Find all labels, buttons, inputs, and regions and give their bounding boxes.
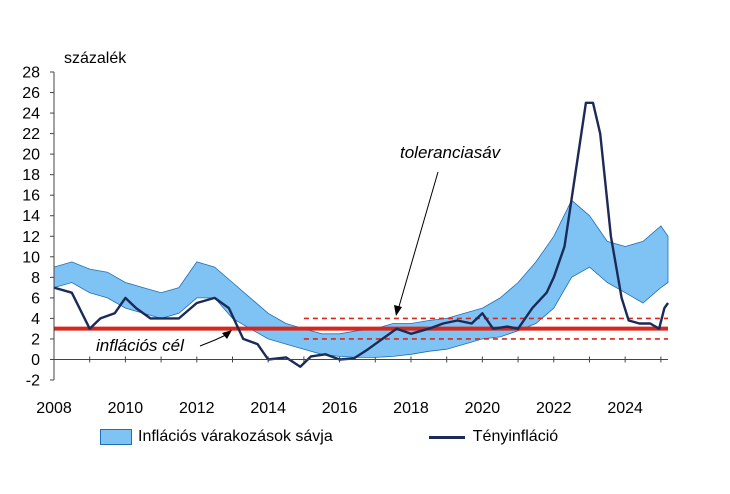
expectations-band (53, 199, 669, 358)
x-tick-label: 2010 (108, 400, 144, 417)
legend-item-band: Inflációs várakozások sávja (100, 428, 333, 446)
tolerance-label-arrow (397, 171, 439, 311)
y-axis-unit-label: százalék (64, 50, 127, 67)
y-tick-label: 28 (22, 65, 40, 82)
target-arrow-head (222, 330, 232, 339)
y-tick-label: 18 (22, 167, 40, 184)
x-tick-label: 2020 (465, 400, 501, 417)
y-tick-label: 2 (31, 331, 40, 348)
y-tick-label: 16 (22, 188, 40, 205)
y-tick-label: 10 (22, 249, 40, 266)
y-tick-label: 8 (31, 270, 40, 287)
y-tick-label: 12 (22, 229, 40, 246)
inflation-target-label: inflációs cél (96, 336, 185, 355)
x-tick-label: 2022 (536, 400, 572, 417)
legend-item-actual: Tényinfláció (428, 428, 559, 446)
y-tick-label: -2 (26, 373, 40, 390)
x-tick-label: 2012 (179, 400, 215, 417)
x-tick-label: 2008 (36, 400, 72, 417)
x-axis: 2008 2010 2012 2014 2016 2018 2020 2022 2024 (36, 356, 662, 417)
target-label-arrow (199, 333, 229, 347)
x-tick-label: 2016 (322, 400, 358, 417)
x-tick-label: 2014 (250, 400, 286, 417)
y-tick-label: 22 (22, 126, 40, 143)
y-tick-label: 6 (31, 290, 40, 307)
y-tick-label: 0 (31, 352, 40, 369)
y-tick-label: 14 (22, 208, 40, 225)
legend-band-swatch (100, 429, 132, 445)
legend-line-swatch (428, 435, 465, 439)
tolerance-arrow-head (394, 305, 402, 316)
x-tick-label: 2018 (393, 400, 429, 417)
actual-inflation-line (53, 101, 669, 368)
y-tick-label: 4 (31, 311, 40, 328)
y-tick-label: 20 (22, 147, 40, 164)
legend: Inflációs várakozások sávja Tényinfláció (100, 428, 654, 446)
tolerance-band-label: toleranciasáv (400, 143, 502, 162)
legend-actual-label: Tényinfláció (472, 428, 559, 445)
y-tick-label: 26 (22, 85, 40, 102)
x-tick-label: 2024 (607, 400, 643, 417)
y-tick-label: 24 (22, 106, 40, 123)
legend-band-label: Inflációs várakozások sávja (138, 428, 333, 445)
